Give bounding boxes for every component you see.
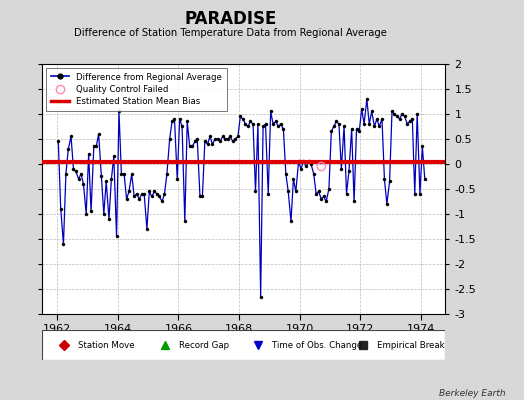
Text: Empirical Break: Empirical Break <box>377 340 444 350</box>
Text: Berkeley Earth: Berkeley Earth <box>439 389 506 398</box>
Text: Record Gap: Record Gap <box>179 340 229 350</box>
Text: Station Move: Station Move <box>78 340 135 350</box>
Text: Time of Obs. Change: Time of Obs. Change <box>272 340 362 350</box>
Text: Difference of Station Temperature Data from Regional Average: Difference of Station Temperature Data f… <box>74 28 387 38</box>
Point <box>317 163 325 170</box>
Text: PARADISE: PARADISE <box>184 10 277 28</box>
FancyBboxPatch shape <box>42 330 445 360</box>
Legend: Difference from Regional Average, Quality Control Failed, Estimated Station Mean: Difference from Regional Average, Qualit… <box>46 68 226 111</box>
